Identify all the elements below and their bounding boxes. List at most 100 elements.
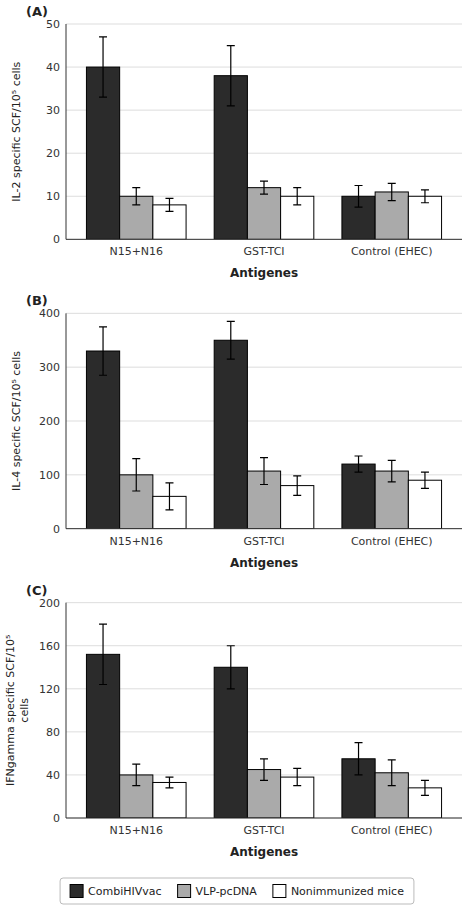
error-bar (227, 46, 235, 106)
error-bar (388, 183, 396, 200)
error-bar (260, 759, 268, 781)
y-tick-label: 10 (46, 190, 60, 203)
error-bar (132, 188, 140, 205)
error-bar (99, 37, 107, 97)
error-bar (132, 764, 140, 786)
grid-line (66, 602, 462, 603)
bar (214, 667, 247, 818)
y-axis-line (66, 313, 67, 528)
legend-frame (60, 878, 414, 904)
y-tick-label: 0 (53, 233, 60, 246)
grid-line (66, 24, 462, 25)
error-bar (227, 646, 235, 689)
legend-item: Nonimmunized mice (273, 885, 404, 899)
grid-line (66, 731, 462, 732)
error-bar (421, 472, 429, 488)
plot-area (86, 37, 441, 239)
grid-line (66, 818, 462, 819)
error-bar (165, 777, 173, 788)
y-axis-label: IFNgamma specific SCF/10⁵cells (4, 635, 31, 786)
error-bar (260, 181, 268, 194)
y-axis-label: IL-2 specific SCF/10⁵ cells (10, 61, 23, 201)
error-bar (260, 458, 268, 485)
x-tick-label: N15+N16 (109, 535, 163, 548)
x-axis-label: Antigenes (230, 266, 298, 280)
y-tick-label: 50 (46, 18, 60, 31)
x-axis-line (66, 239, 462, 240)
x-axis-label: Antigenes (230, 845, 298, 859)
panel: (C)04080120160200N15+N16GST-TCIControl (… (4, 583, 462, 859)
error-bar (293, 188, 301, 205)
x-tick-label: GST-TCI (243, 245, 284, 258)
y-tick-label: 100 (39, 469, 60, 482)
x-tick-label: Control (EHEC) (351, 245, 433, 258)
x-tick-label: GST-TCI (243, 824, 284, 837)
error-bar (293, 476, 301, 495)
error-bar (99, 327, 107, 375)
y-tick-label: 40 (46, 61, 60, 74)
y-axis-line (66, 603, 67, 818)
bar (247, 188, 280, 240)
error-bar (388, 460, 396, 482)
legend-swatch (178, 885, 191, 898)
x-axis-line (66, 818, 462, 819)
grid-line (66, 110, 462, 111)
error-bar (132, 459, 140, 491)
y-tick-label: 200 (39, 415, 60, 428)
panel-label: (A) (26, 4, 48, 19)
error-bar (421, 190, 429, 203)
panel: (A)01020304050N15+N16GST-TCIControl (EHE… (10, 4, 462, 280)
y-tick-label: 120 (39, 683, 60, 696)
background (0, 0, 474, 914)
grid-line (66, 67, 462, 68)
y-tick-label: 300 (39, 361, 60, 374)
y-tick-label: 400 (39, 307, 60, 320)
x-axis-label: Antigenes (230, 556, 298, 570)
plot-area (86, 624, 441, 818)
grid-line (66, 528, 462, 529)
grid-line (66, 645, 462, 646)
error-bar (355, 456, 363, 472)
grid-line (66, 367, 462, 368)
error-bar (165, 483, 173, 510)
panel: (B) 0 100 200 300 400 N15+N16 GST-TCI Control (E… (10, 293, 462, 569)
y-tick-label: 80 (46, 726, 60, 739)
error-bar (227, 321, 235, 359)
panel-label: (B) (26, 293, 48, 308)
error-bar (421, 780, 429, 795)
grid-line (66, 153, 462, 154)
error-bar (355, 186, 363, 208)
error-bar (99, 624, 107, 684)
y-tick-label: 0 (53, 812, 60, 825)
error-bar (355, 743, 363, 775)
x-tick-label: N15+N16 (109, 824, 163, 837)
y-axis-label: IL-4 specific SCF/10⁵ cells (10, 351, 23, 491)
legend: CombiHIVvac VLP-pcDNA Nonimmunized mice (60, 878, 414, 904)
grid-line (66, 688, 462, 689)
x-axis-line (66, 528, 462, 529)
y-tick-label: 0 (53, 523, 60, 536)
legend-label: Nonimmunized mice (291, 885, 404, 898)
y-tick-label: 160 (39, 640, 60, 653)
figure: (A)01020304050N15+N16GST-TCIControl (EHE… (0, 0, 474, 914)
y-tick-label: 20 (46, 147, 60, 160)
error-bar (293, 768, 301, 785)
grid-line (66, 239, 462, 240)
error-bar (388, 760, 396, 786)
bar (342, 464, 375, 529)
plot-area (86, 321, 441, 528)
legend-item: CombiHIVvac (70, 885, 162, 899)
y-axis-line (66, 24, 67, 239)
legend-label: CombiHIVvac (88, 885, 162, 898)
legend-item: VLP-pcDNA (178, 885, 258, 899)
y-tick-label: 200 (39, 597, 60, 610)
grid-line (66, 313, 462, 314)
grid-line (66, 421, 462, 422)
y-tick-label: 40 (46, 769, 60, 782)
error-bar (165, 198, 173, 211)
x-tick-label: GST-TCI (243, 535, 284, 548)
x-tick-label: Control (EHEC) (351, 535, 433, 548)
x-tick-label: Control (EHEC) (351, 824, 433, 837)
x-tick-label: N15+N16 (109, 245, 163, 258)
legend-label: VLP-pcDNA (196, 885, 258, 898)
